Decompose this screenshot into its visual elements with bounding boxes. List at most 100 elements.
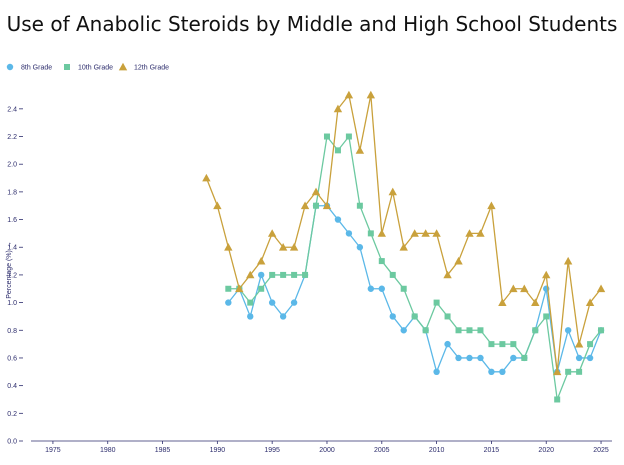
data-point-8th-grade-2023 bbox=[575, 354, 583, 362]
data-point-12th-grade-2013 bbox=[465, 229, 474, 237]
data-point-10th-grade-2022 bbox=[565, 368, 572, 375]
data-point-12th-grade-2025 bbox=[596, 284, 606, 293]
data-point-10th-grade-2009 bbox=[422, 327, 429, 334]
x-tick-label-1975: 1975 bbox=[45, 447, 61, 454]
data-point-10th-grade-2015 bbox=[488, 341, 495, 348]
series-12th-grade bbox=[202, 90, 606, 376]
x-tick-label-1995: 1995 bbox=[264, 447, 280, 454]
data-point-12th-grade-2022 bbox=[563, 256, 573, 265]
data-point-10th-grade-2012 bbox=[455, 327, 462, 334]
data-point-8th-grade-1997 bbox=[290, 299, 298, 306]
data-point-12th-grade-2004 bbox=[366, 90, 376, 99]
data-point-8th-grade-2016 bbox=[499, 368, 506, 375]
data-point-8th-grade-2022 bbox=[564, 327, 572, 334]
data-point-12th-grade-2021 bbox=[552, 367, 562, 376]
data-point-8th-grade-2013 bbox=[466, 354, 473, 362]
y-tick-label-1-8: 1.8 bbox=[7, 189, 17, 196]
data-point-12th-grade-2014 bbox=[476, 229, 485, 237]
data-point-10th-grade-2017 bbox=[510, 341, 517, 348]
data-point-10th-grade-2001 bbox=[334, 147, 341, 154]
legend-marker-12th-grade bbox=[118, 62, 128, 71]
data-point-12th-grade-1995 bbox=[267, 229, 277, 237]
data-point-8th-grade-2014 bbox=[477, 354, 484, 362]
series-10th-grade bbox=[225, 133, 605, 403]
x-tick-label-2025: 2025 bbox=[593, 447, 609, 454]
data-point-10th-grade-1997 bbox=[291, 271, 298, 278]
legend-item-10th-grade: 10th Grade bbox=[64, 64, 113, 72]
data-point-8th-grade-1995 bbox=[268, 299, 276, 306]
legend-marker-8th-grade bbox=[6, 63, 14, 71]
y-tick-label-0-4: 0.4 bbox=[7, 383, 17, 390]
data-point-12th-grade-2008 bbox=[410, 229, 419, 237]
series-line-10th-grade bbox=[228, 134, 602, 403]
data-point-8th-grade-2024 bbox=[586, 354, 594, 362]
data-point-12th-grade-1992 bbox=[235, 284, 244, 293]
data-point-10th-grade-1991 bbox=[225, 285, 232, 292]
data-point-8th-grade-1996 bbox=[279, 313, 287, 320]
data-point-8th-grade-2005 bbox=[378, 285, 385, 292]
y-tick-label-2-0: 2.0 bbox=[7, 162, 17, 169]
legend: 8th Grade 10th Grade 12th Grade bbox=[6, 62, 169, 72]
data-point-10th-grade-1994 bbox=[258, 285, 265, 292]
data-point-8th-grade-1993 bbox=[247, 313, 254, 320]
x-tick-label-2000: 2000 bbox=[319, 447, 335, 454]
y-tick-label-1-0: 1.0 bbox=[7, 300, 17, 307]
x-tick-label-1985: 1985 bbox=[155, 447, 171, 454]
legend-item-8th-grade: 8th Grade bbox=[6, 63, 52, 72]
data-point-12th-grade-2019 bbox=[531, 298, 540, 306]
data-point-10th-grade-1993 bbox=[247, 299, 254, 306]
x-tick-label-2020: 2020 bbox=[538, 447, 554, 454]
legend-label-8th-grade: 8th Grade bbox=[21, 65, 52, 72]
data-point-10th-grade-2021 bbox=[554, 396, 561, 403]
x-tick-label-2005: 2005 bbox=[374, 447, 390, 454]
data-point-12th-grade-2012 bbox=[454, 256, 463, 265]
data-point-12th-grade-1990 bbox=[213, 201, 222, 210]
data-point-12th-grade-2017 bbox=[509, 284, 518, 293]
data-point-10th-grade-2025 bbox=[598, 327, 605, 334]
data-point-10th-grade-2019 bbox=[532, 327, 539, 334]
legend-item-12th-grade: 12th Grade bbox=[118, 62, 169, 72]
data-point-10th-grade-2010 bbox=[433, 299, 440, 306]
data-point-12th-grade-2000 bbox=[322, 201, 332, 210]
y-tick-label-0-0: 0.0 bbox=[7, 439, 17, 446]
data-point-12th-grade-2002 bbox=[344, 90, 354, 99]
data-point-8th-grade-2001 bbox=[334, 216, 342, 223]
data-point-10th-grade-2008 bbox=[411, 313, 418, 320]
data-point-12th-grade-2018 bbox=[520, 284, 529, 293]
data-point-8th-grade-2015 bbox=[488, 368, 495, 375]
data-point-10th-grade-2007 bbox=[400, 285, 407, 292]
x-axis: 1975 1980 1985 1990 1995 2000 2005 2010 2015 2020… bbox=[31, 440, 612, 454]
data-point-12th-grade-1994 bbox=[257, 256, 266, 265]
data-point-10th-grade-2024 bbox=[587, 341, 594, 348]
y-tick-label-2-4: 2.4 bbox=[7, 106, 17, 113]
data-point-10th-grade-2003 bbox=[356, 202, 363, 209]
x-tick-label-1980: 1980 bbox=[100, 447, 116, 454]
data-point-12th-grade-1989 bbox=[202, 173, 211, 182]
data-point-10th-grade-1995 bbox=[269, 271, 276, 278]
data-point-10th-grade-2014 bbox=[477, 327, 484, 334]
data-point-10th-grade-2011 bbox=[444, 313, 451, 320]
data-point-12th-grade-2023 bbox=[574, 339, 584, 348]
data-point-8th-grade-2012 bbox=[455, 354, 462, 362]
x-tick-label-1990: 1990 bbox=[210, 447, 226, 454]
data-point-12th-grade-2020 bbox=[542, 270, 551, 279]
data-point-8th-grade-1994 bbox=[258, 271, 265, 279]
data-point-12th-grade-2015 bbox=[487, 201, 496, 210]
data-point-10th-grade-2013 bbox=[466, 327, 473, 334]
data-point-12th-grade-2024 bbox=[585, 298, 595, 306]
data-point-10th-grade-2023 bbox=[576, 368, 583, 375]
y-tick-label-0-2: 0.2 bbox=[7, 411, 17, 418]
data-point-8th-grade-2017 bbox=[510, 354, 517, 362]
data-point-12th-grade-1999 bbox=[311, 187, 321, 196]
data-point-8th-grade-2002 bbox=[345, 230, 353, 237]
y-axis-title: Percentage (%) → bbox=[6, 241, 13, 299]
data-point-10th-grade-2016 bbox=[499, 341, 506, 348]
data-point-12th-grade-2016 bbox=[498, 298, 507, 306]
data-point-12th-grade-1998 bbox=[300, 201, 310, 210]
chart-title: Use of Anabolic Steroids by Middle and H… bbox=[6, 12, 618, 36]
data-point-12th-grade-2006 bbox=[388, 187, 397, 196]
y-tick-label-1-6: 1.6 bbox=[7, 217, 17, 224]
data-point-10th-grade-1999 bbox=[313, 202, 320, 209]
data-point-10th-grade-2006 bbox=[389, 271, 396, 278]
